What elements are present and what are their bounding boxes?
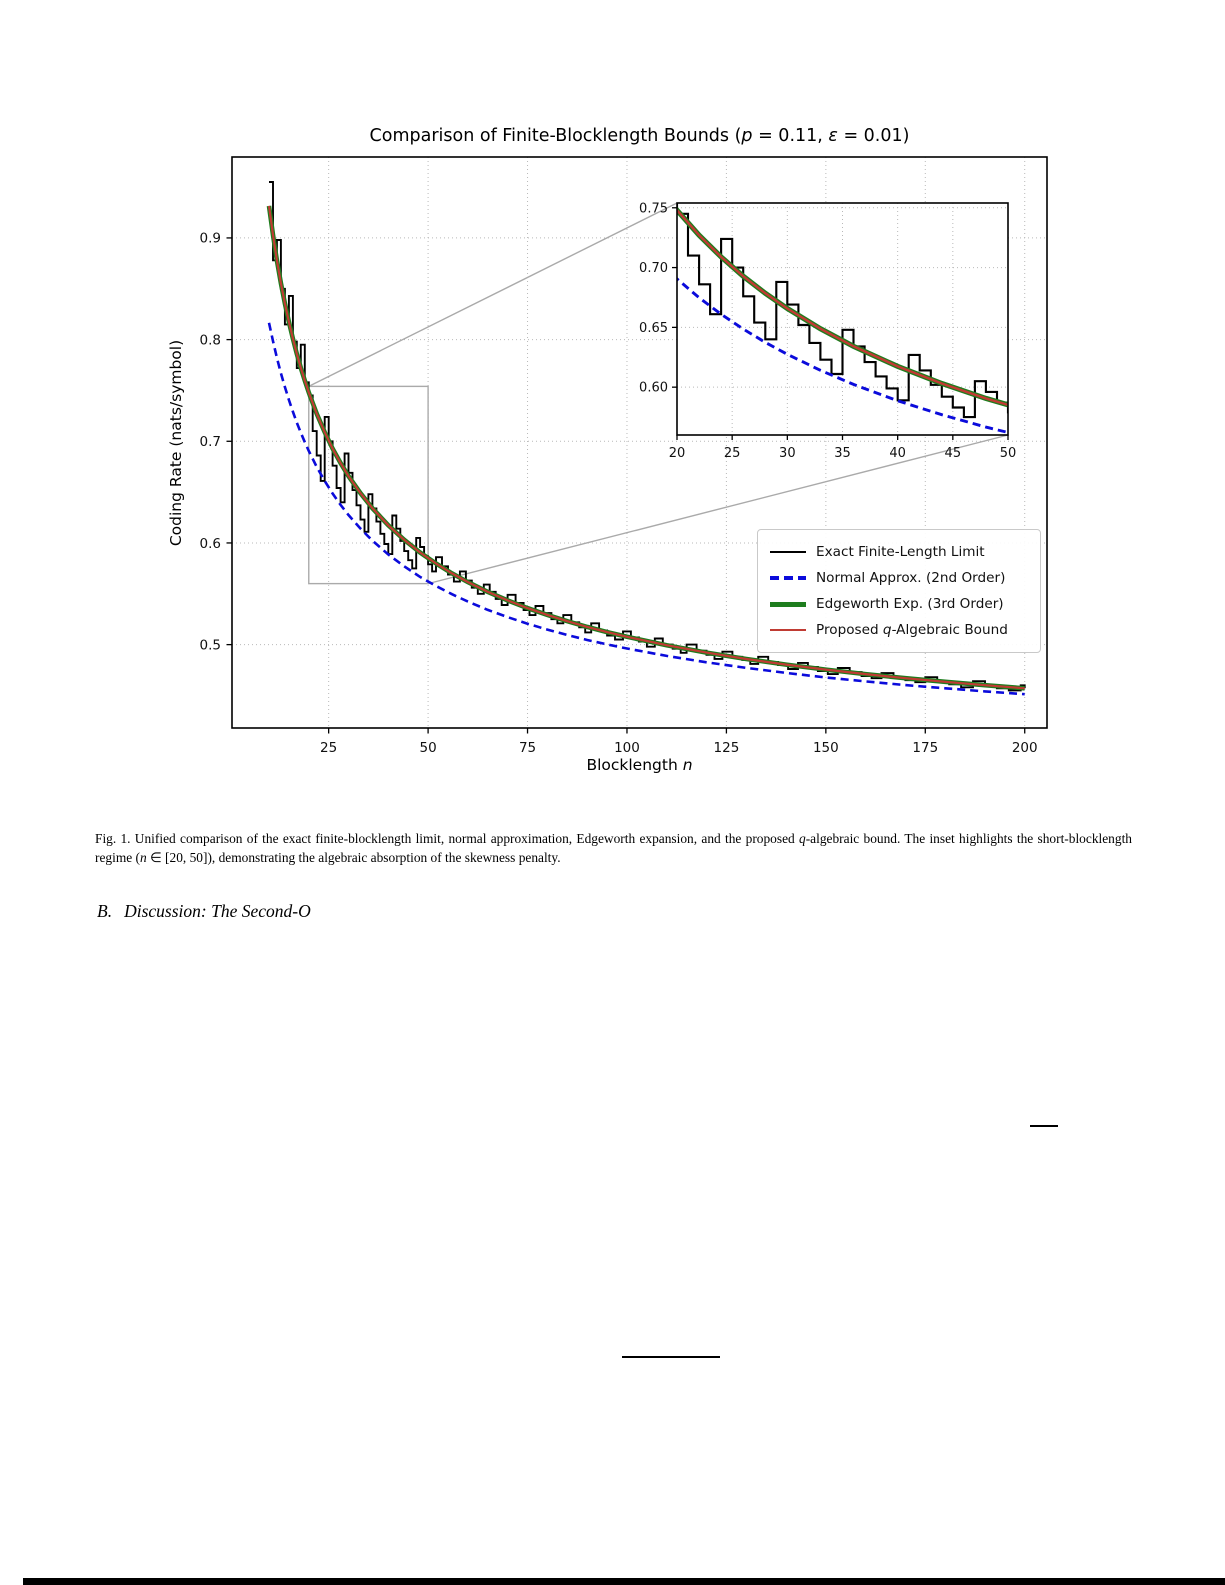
y-tick-label: 0.7	[200, 434, 221, 450]
inset-tick-labels: 20 25 30 35 40 45 50 0.60 0.65 0.70 0.75	[639, 201, 1016, 461]
caption-q-var: q	[799, 831, 806, 846]
legend-entry-normal: Normal Approx. (2nd Order)	[770, 565, 1030, 591]
series-proposed	[267, 205, 1025, 690]
x-tick-label: 200	[1012, 740, 1038, 756]
horizontal-rule-fragment	[622, 1356, 720, 1358]
page-footer-bar	[23, 1578, 1225, 1585]
section-heading: B. Discussion: The Second-O	[97, 901, 311, 922]
legend-entry-proposed: Proposed q-Algebraic Bound	[770, 617, 1030, 643]
inset-x-tick-label: 30	[779, 446, 796, 461]
inset-y-tick-label: 0.75	[639, 201, 668, 216]
x-tick-label: 175	[912, 740, 938, 756]
section-heading-title: Discussion: The Second-O	[124, 901, 311, 921]
legend-swatch-proposed-line-icon	[770, 629, 806, 631]
inset-x-tick-label: 45	[945, 446, 962, 461]
caption-text-2: -algebraic bound. The inset highlights t…	[95, 831, 1132, 865]
inset-y-tick-label: 0.70	[639, 261, 668, 276]
inset-x-tick-label: 25	[724, 446, 741, 461]
series-normal	[267, 322, 1025, 696]
x-tick-label: 125	[714, 740, 740, 756]
chart-title-eps-var: ε	[828, 126, 838, 146]
y-tick-label: 0.5	[200, 637, 221, 653]
y-tick-label: 0.6	[200, 536, 221, 552]
figure-caption: Fig. 1. Unified comparison of the exact …	[95, 830, 1132, 868]
inset-zoom-indicator	[308, 202, 1009, 585]
x-tick-label: 75	[519, 740, 536, 756]
chart-title-mid: = 0.11,	[752, 126, 829, 146]
chart-title-post: = 0.01)	[837, 126, 910, 146]
inset-y-tick-label: 0.65	[639, 321, 668, 336]
inset-x-tick-label: 20	[669, 446, 686, 461]
legend-entry-exact: Exact Finite-Length Limit	[770, 539, 1030, 565]
inset-x-tick-label: 35	[834, 446, 851, 461]
legend: Exact Finite-Length Limit Normal Approx.…	[757, 529, 1041, 653]
legend-label-proposed-pre: Proposed	[816, 622, 883, 638]
main-axes-border	[231, 156, 1048, 729]
legend-swatch-exact-line-icon	[770, 551, 806, 553]
legend-label-proposed-qvar: q	[882, 622, 892, 638]
chart-title-p-var: p	[741, 126, 753, 146]
legend-swatch-normal-dashed-line-icon	[770, 576, 806, 580]
section-heading-number: B.	[97, 901, 113, 921]
caption-text-3: ∈ [20, 50]), demonstrating the algebraic…	[146, 849, 561, 865]
inset-y-tick-label: 0.60	[639, 381, 668, 396]
x-axis-label-var: n	[682, 756, 693, 774]
x-axis-label-text: Blocklength	[586, 756, 683, 774]
legend-label-exact: Exact Finite-Length Limit	[816, 544, 985, 560]
y-tick-label: 0.8	[200, 332, 221, 348]
chart-title-text: Comparison of Finite-Blocklength Bounds …	[369, 126, 742, 146]
inset-x-tick-label: 50	[1000, 446, 1017, 461]
legend-swatch-edgeworth-line-icon	[770, 601, 806, 607]
inset-tick-marks	[672, 207, 1009, 440]
x-tick-label: 150	[813, 740, 839, 756]
legend-label-normal: Normal Approx. (2nd Order)	[816, 570, 1006, 586]
caption-n-var: n	[139, 849, 147, 865]
chart-title: Comparison of Finite-Blocklength Bounds …	[232, 126, 1047, 146]
legend-label-proposed-post: -Algebraic Bound	[891, 622, 1008, 638]
legend-entry-edgeworth: Edgeworth Exp. (3rd Order)	[770, 591, 1030, 617]
x-axis-label: Blocklength n	[232, 756, 1047, 774]
caption-text: Fig. 1. Unified comparison of the exact …	[95, 831, 799, 846]
horizontal-rule-fragment	[1030, 1125, 1058, 1127]
y-axis-label: Coding Rate (nats/symbol)	[167, 339, 185, 547]
main-tick-marks	[226, 237, 1026, 734]
inset-x-tick-label: 40	[889, 446, 906, 461]
x-tick-label: 25	[320, 740, 337, 756]
series-exact	[677, 203, 1008, 419]
main-series	[266, 181, 1026, 696]
main-tick-labels: 25 50 75 100 125 150 175 200 0.5 0.6 0.7 0.8 0.9	[200, 231, 1038, 756]
x-tick-label: 100	[614, 740, 640, 756]
x-tick-label: 50	[419, 740, 436, 756]
y-tick-label: 0.9	[200, 231, 221, 247]
inset-series	[677, 203, 1008, 434]
legend-label-edgeworth: Edgeworth Exp. (3rd Order)	[816, 596, 1004, 612]
